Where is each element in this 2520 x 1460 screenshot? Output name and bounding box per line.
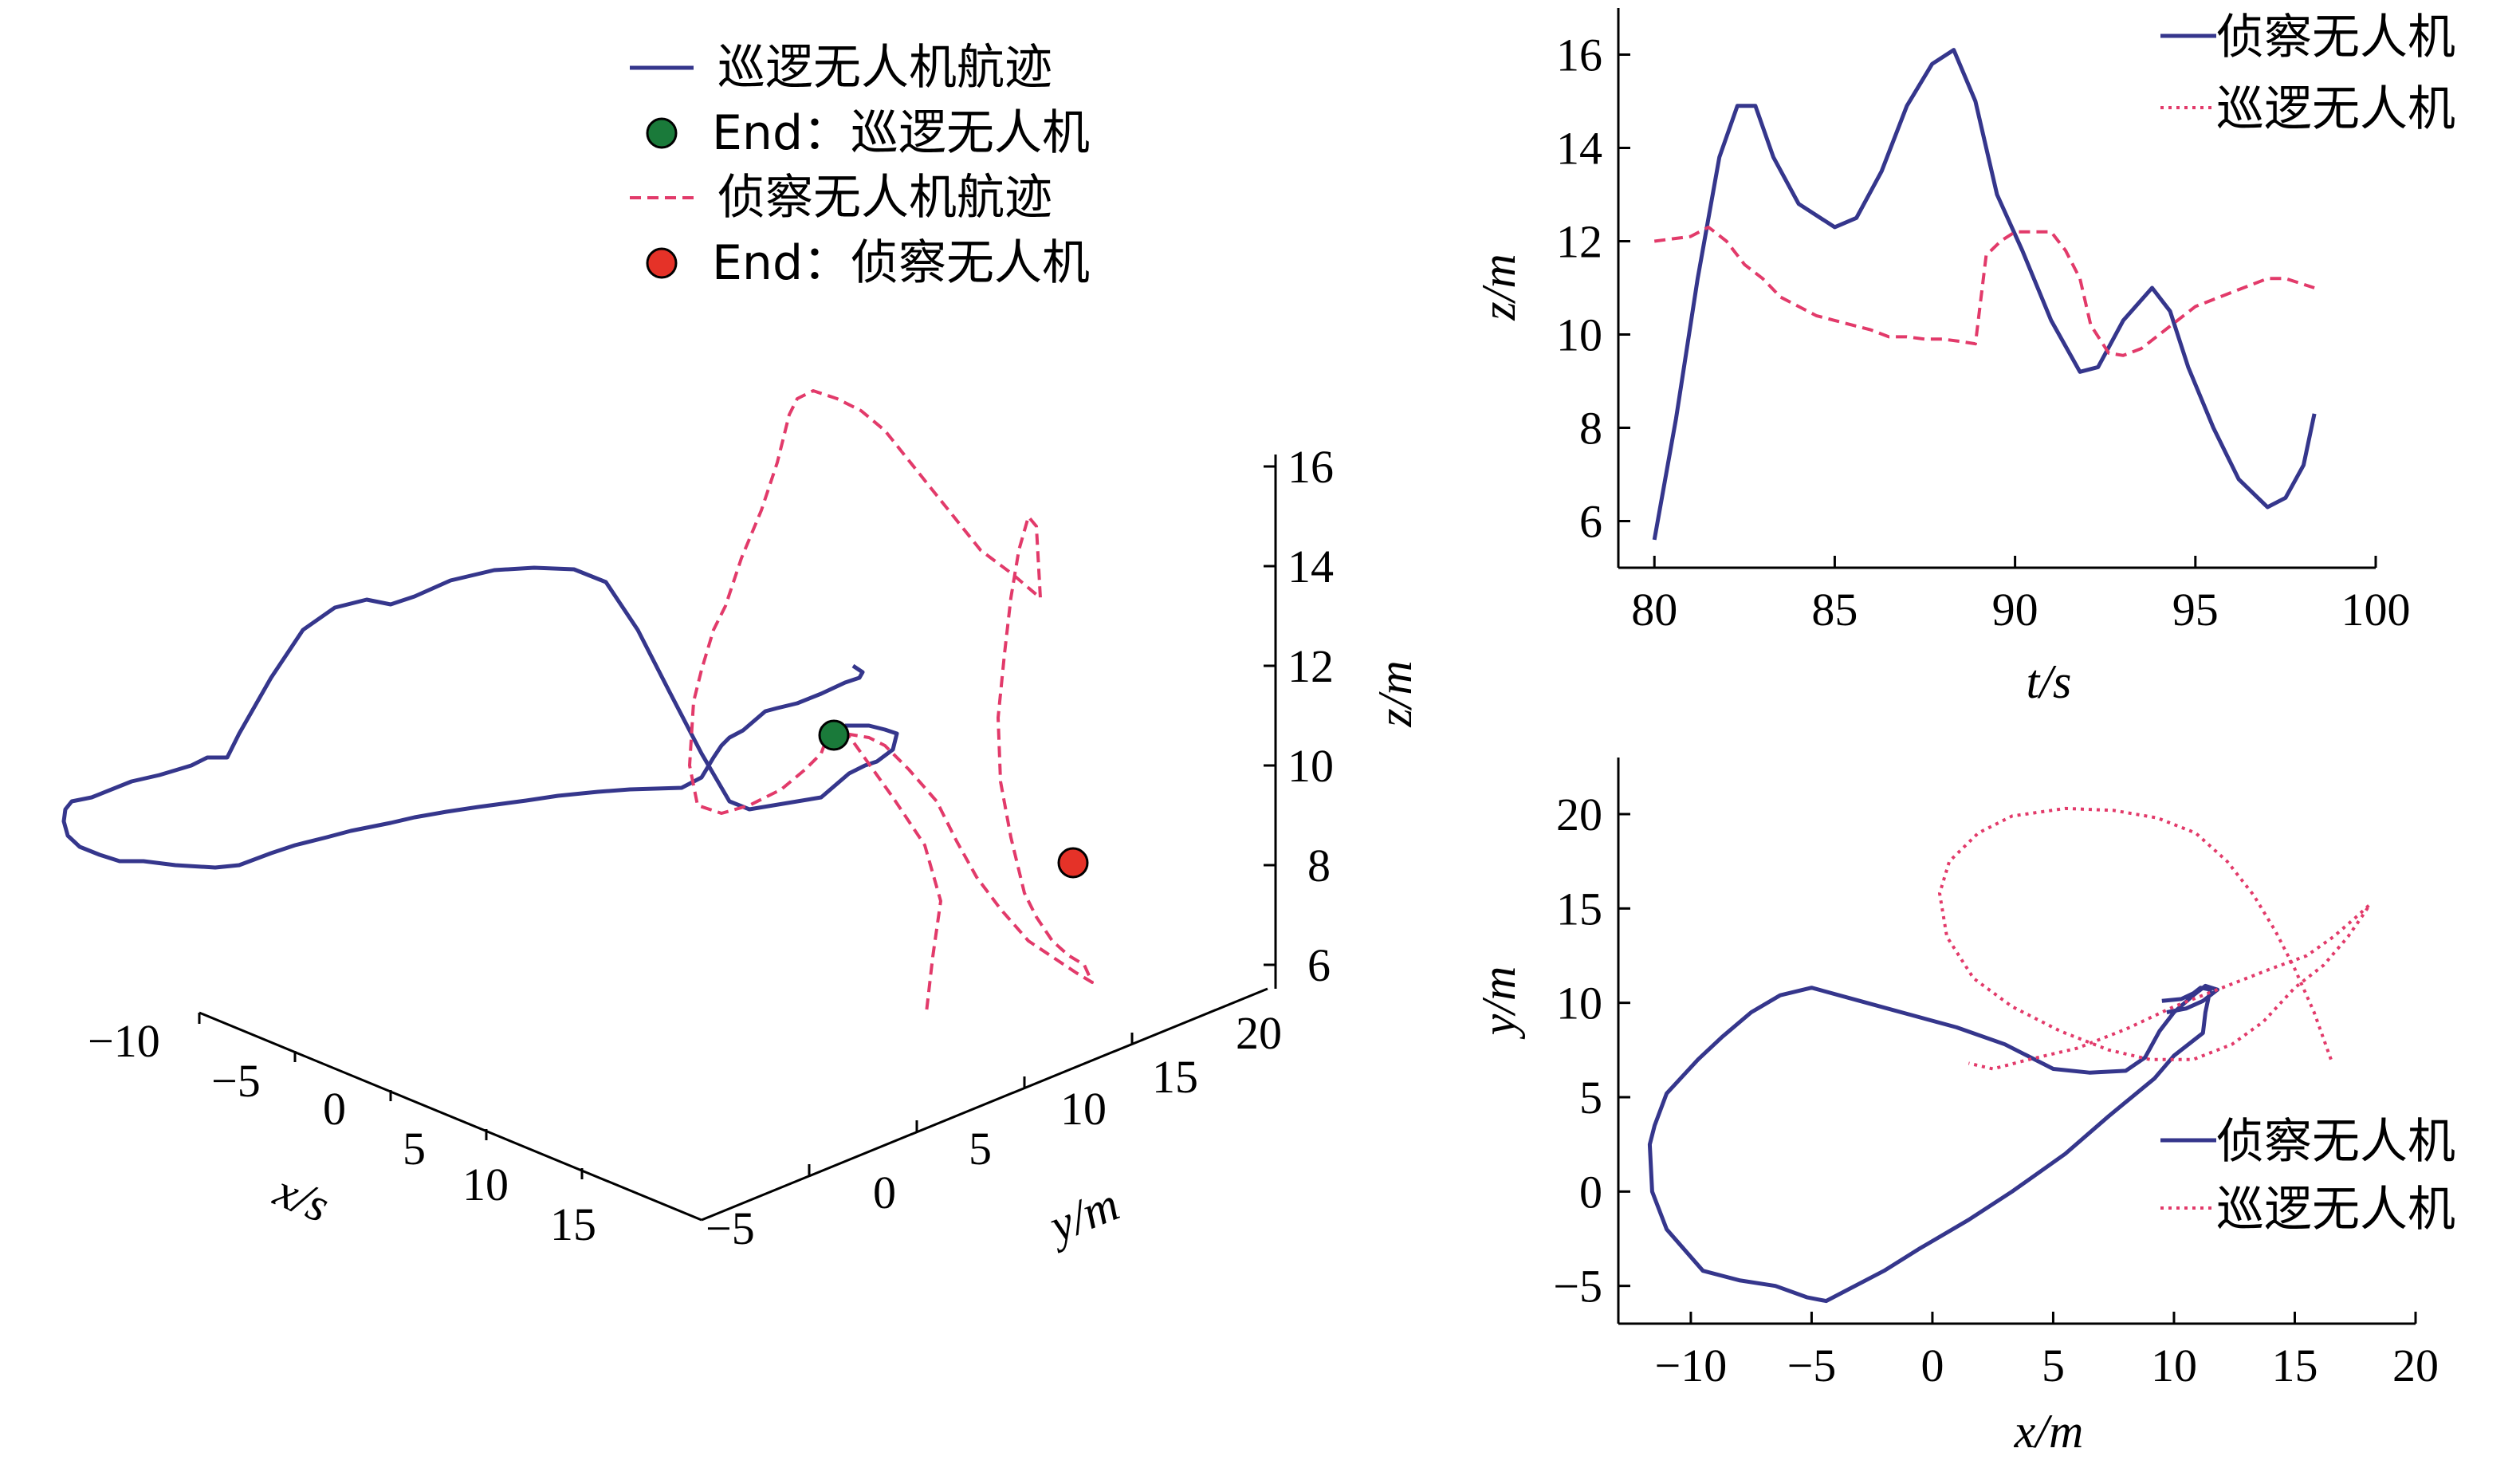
xy-x-tick-label: 15 xyxy=(2271,1340,2318,1391)
xy-y-tick-label: 15 xyxy=(1556,883,1602,935)
axis-3d-x-tick-label: −10 xyxy=(88,1015,160,1067)
axis-3d-y-tick-label: 0 xyxy=(873,1167,896,1218)
xy-x-tick-label: −10 xyxy=(1655,1340,1728,1391)
xy-y-tick-label: 0 xyxy=(1579,1166,1602,1218)
axis-3d-z-tick-label: 8 xyxy=(1307,840,1331,891)
axis-3d-z-ticks: 16 14 12 10 8 6 z/m xyxy=(1264,441,1421,991)
xy-x-tick-label: 5 xyxy=(2042,1340,2065,1391)
panel-xy: −10 −5 0 5 10 15 20 −5 0 5 10 15 20 x/m y/m 侦察无人机 巡逻… xyxy=(1472,758,2455,1458)
axis-3d-y-tick-label: 20 xyxy=(1236,1007,1282,1059)
panel-3d: 巡逻无人机航迹 End：巡逻无人机 侦察无人机航迹 End：侦察无人机 −10 … xyxy=(61,40,1421,1254)
zt-y-tick-label: 6 xyxy=(1579,496,1602,548)
legend-xy-label-patrol: 巡逻无人机 xyxy=(2216,1182,2455,1238)
axis-3d-z-tick-label: 12 xyxy=(1288,640,1334,692)
axis-3d-x-tick-label: 5 xyxy=(403,1123,426,1175)
axis-xy-y-label: y/m xyxy=(1472,966,1525,1041)
xy-y-tick-label: 20 xyxy=(1556,789,1602,840)
zt-y-tick-label: 14 xyxy=(1556,123,1602,175)
axis-3d-z-tick-label: 6 xyxy=(1307,939,1331,991)
legend-zt-label-patrol: 巡逻无人机 xyxy=(2216,81,2455,137)
axis-3d-y xyxy=(701,987,1268,1222)
end-marker-3 xyxy=(1057,847,1089,879)
legend-3d-label-recon-track: 侦察无人机航迹 xyxy=(717,170,1052,226)
legend-3d-label-end-recon: End：侦察无人机 xyxy=(712,235,1090,291)
zt-x-tick-label: 85 xyxy=(1811,584,1858,636)
series-3d-line-0 xyxy=(61,565,899,870)
axis-3d-x-tick-label: −5 xyxy=(211,1055,261,1107)
axis-3d-y-tick-label: −5 xyxy=(706,1202,755,1254)
zt-y-tick-label: 12 xyxy=(1556,216,1602,268)
zt-y-tick-label: 10 xyxy=(1556,309,1602,361)
zt-x-tick-label: 100 xyxy=(2341,584,2411,636)
zt-series-line-1 xyxy=(1653,225,2315,357)
series-3d-line-1 xyxy=(688,389,1094,1013)
axis-3d-y-tick-label: 15 xyxy=(1152,1051,1198,1103)
axis-3d-z-tick-label: 16 xyxy=(1288,441,1334,493)
axis-3d-x xyxy=(199,1011,702,1222)
xy-x-tick-label: 10 xyxy=(2151,1340,2197,1391)
xy-x-tick-label: 20 xyxy=(2392,1340,2439,1391)
legend-3d-label-end-patrol: End：巡逻无人机 xyxy=(712,105,1090,161)
xy-y-tick-label: −5 xyxy=(1553,1261,1602,1312)
panel-xy-series xyxy=(1647,806,2372,1304)
axis-xy-ticks: −10 −5 0 5 10 15 20 −5 0 5 10 15 20 xyxy=(1553,789,2439,1391)
zt-series-line-0 xyxy=(1652,48,2317,541)
zt-x-tick-label: 90 xyxy=(1992,584,2038,636)
panel-zt-series xyxy=(1652,48,2317,541)
xy-x-tick-label: 0 xyxy=(1920,1340,1944,1391)
axis-zt-ticks: 80 85 90 95 100 6 8 10 12 14 16 xyxy=(1556,30,2411,636)
xy-y-tick-label: 5 xyxy=(1579,1072,1602,1124)
axis-3d-y-tick-label: 5 xyxy=(969,1123,992,1175)
axis-3d-y-tick-label: 10 xyxy=(1060,1083,1107,1135)
legend-xy: 侦察无人机 巡逻无人机 xyxy=(2160,1114,2455,1238)
legend-xy-label-recon: 侦察无人机 xyxy=(2216,1114,2455,1170)
zt-y-tick-label: 16 xyxy=(1556,30,1602,81)
xy-x-tick-label: −5 xyxy=(1787,1340,1837,1391)
panel-zt: 80 85 90 95 100 6 8 10 12 14 16 t/s z/m 侦察无人机 巡逻无人… xyxy=(1472,8,2455,708)
legend-3d-marker-end-recon xyxy=(646,247,678,279)
axis-3d-z-tick-label: 10 xyxy=(1288,740,1334,792)
axis-3d-x-label: x/s xyxy=(267,1163,336,1233)
axis-3d-y-label: y/m xyxy=(1038,1178,1126,1254)
axis-3d-z-tick-label: 14 xyxy=(1288,541,1334,592)
axis-3d-x-tick-label: 10 xyxy=(462,1159,509,1210)
zt-x-tick-label: 80 xyxy=(1631,584,1677,636)
panel-3d-series xyxy=(61,389,1094,1013)
axis-zt-y-label: z/m xyxy=(1472,254,1525,321)
axis-3d-y-ticks: −5 0 5 10 15 20 y/m xyxy=(706,1007,1282,1254)
axis-3d-x-tick-label: 0 xyxy=(323,1083,346,1135)
axis-zt-x-label: t/s xyxy=(2027,655,2072,708)
legend-3d: 巡逻无人机航迹 End：巡逻无人机 侦察无人机航迹 End：侦察无人机 xyxy=(630,40,1090,291)
zt-y-tick-label: 8 xyxy=(1579,403,1602,455)
axis-3d-x-tick-label: 15 xyxy=(550,1198,596,1250)
legend-3d-label-patrol-track: 巡逻无人机航迹 xyxy=(717,40,1052,96)
legend-zt: 侦察无人机 巡逻无人机 xyxy=(2160,10,2455,137)
axis-3d-z-label: z/m xyxy=(1369,660,1421,727)
xy-series-line-1 xyxy=(1938,806,2372,1071)
xy-series-line-0 xyxy=(1647,983,2219,1304)
axis-xy-x-label: x/m xyxy=(2014,1405,2084,1458)
zt-x-tick-label: 95 xyxy=(2172,584,2219,636)
legend-3d-marker-end-patrol xyxy=(646,117,678,149)
end-marker-2 xyxy=(818,719,850,751)
xy-y-tick-label: 10 xyxy=(1556,978,1602,1029)
axis-3d-x-ticks: −10 −5 0 5 10 15 x/s xyxy=(88,1013,596,1250)
legend-zt-label-recon: 侦察无人机 xyxy=(2216,10,2455,65)
